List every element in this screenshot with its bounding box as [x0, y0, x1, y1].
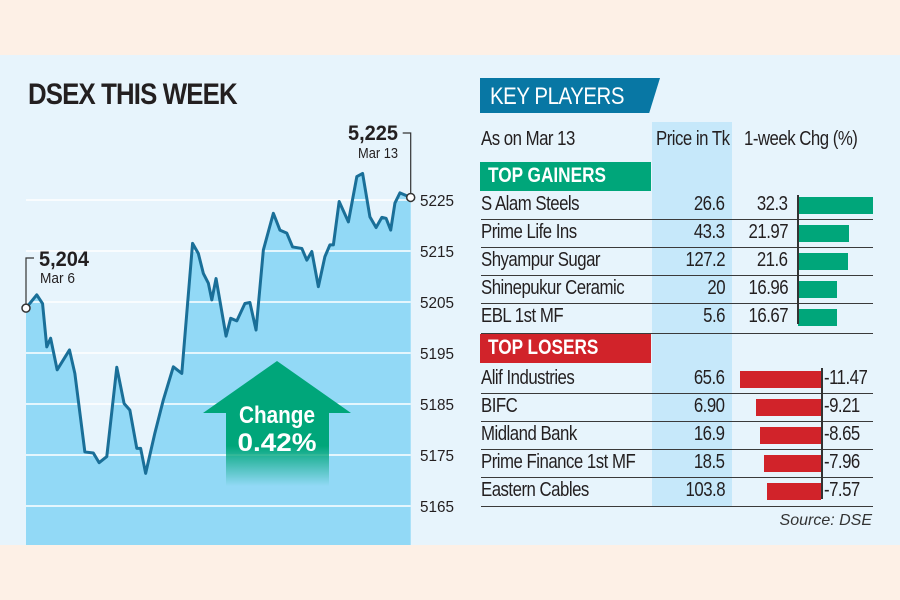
loser-price: 65.6 [694, 367, 725, 389]
y-tick-label: 5205 [420, 295, 454, 312]
gainer-price: 127.2 [685, 249, 725, 271]
end-date: Mar 13 [358, 145, 398, 162]
gainer-change: 16.67 [748, 305, 788, 327]
gainer-bar [798, 225, 849, 242]
row-divider [481, 247, 873, 248]
change-column-header: 1-week Chg (%) [744, 128, 858, 150]
top-gainers-label: TOP GAINERS [488, 164, 607, 187]
end-value: 5,225 [348, 122, 398, 145]
gainer-price: 43.3 [694, 221, 725, 243]
change-value: 0.42% [238, 429, 317, 457]
losers-axis [821, 368, 823, 499]
row-divider [481, 393, 873, 394]
table-bottom-rule [481, 506, 873, 507]
top-gainers-header: TOP GAINERS [480, 162, 651, 191]
start-value: 5,204 [39, 248, 89, 271]
chart-area [26, 173, 411, 546]
as-on-label: As on Mar 13 [481, 128, 575, 150]
series-line [24, 171, 412, 475]
gainer-change: 21.97 [748, 221, 788, 243]
gainer-price: 26.6 [694, 193, 725, 215]
gainer-name: EBL 1st MF [481, 305, 564, 327]
change-label: Change [239, 402, 315, 429]
gainer-name: Shinepukur Ceramic [481, 277, 625, 299]
loser-name: BIFC [481, 395, 518, 417]
gainer-bar [798, 253, 849, 270]
loser-name: Alif Industries [481, 367, 575, 389]
source-note: Source: DSE [779, 512, 872, 529]
row-divider [481, 477, 873, 478]
loser-price: 103.8 [685, 479, 725, 501]
row-divider [481, 219, 873, 220]
loser-bar [764, 455, 821, 472]
loser-name: Prime Finance 1st MF [481, 451, 636, 473]
gainer-bar [798, 309, 837, 326]
loser-change: -7.57 [824, 479, 860, 501]
row-divider [481, 421, 873, 422]
price-column-band [652, 122, 732, 506]
loser-price: 6.90 [694, 395, 725, 417]
loser-change: -8.65 [824, 423, 860, 445]
loser-change: -7.96 [824, 451, 860, 473]
chart-title: DSEX THIS WEEK [28, 78, 238, 111]
end-marker [405, 192, 416, 203]
loser-bar [739, 371, 821, 388]
row-divider [481, 275, 873, 276]
key-players-header: KEY PLAYERS [480, 78, 660, 113]
top-losers-header: TOP LOSERS [480, 334, 651, 363]
y-tick-label: 5195 [420, 346, 454, 363]
end-leader [402, 132, 412, 198]
row-divider [481, 449, 873, 450]
loser-bar [759, 427, 821, 444]
row-divider [481, 303, 873, 304]
loser-change: -9.21 [824, 395, 860, 417]
gainer-change: 16.96 [748, 277, 788, 299]
price-column-header: Price in Tk [656, 128, 730, 150]
key-players-title: KEY PLAYERS [490, 83, 625, 110]
start-date: Mar 6 [40, 270, 75, 287]
gainer-bar [798, 281, 838, 298]
y-tick-label: 5215 [420, 244, 454, 261]
gainer-change: 32.3 [757, 193, 788, 215]
y-tick-label: 5185 [420, 397, 454, 414]
loser-bar [755, 399, 821, 416]
up-arrow-icon [203, 361, 351, 486]
gainers-axis [797, 195, 799, 324]
top-losers-label: TOP LOSERS [488, 336, 599, 359]
gainer-name: S Alam Steels [481, 193, 580, 215]
y-tick-label: 5165 [420, 499, 454, 516]
loser-bar [767, 483, 821, 500]
y-tick-label: 5175 [420, 448, 454, 465]
loser-price: 18.5 [694, 451, 725, 473]
gainer-price: 20 [707, 277, 725, 299]
loser-change: -11.47 [824, 367, 868, 389]
section-divider [481, 333, 873, 334]
start-marker [21, 303, 31, 313]
gainer-change: 21.6 [757, 249, 788, 271]
gainer-name: Shyampur Sugar [481, 249, 601, 271]
y-tick-label: 5225 [420, 193, 454, 210]
gainer-bar [798, 197, 873, 214]
start-leader [25, 257, 34, 309]
loser-price: 16.9 [694, 423, 725, 445]
gainer-name: Prime Life Ins [481, 221, 577, 243]
loser-name: Eastern Cables [481, 479, 589, 501]
gainer-price: 5.6 [703, 305, 725, 327]
loser-name: Midland Bank [481, 423, 577, 445]
